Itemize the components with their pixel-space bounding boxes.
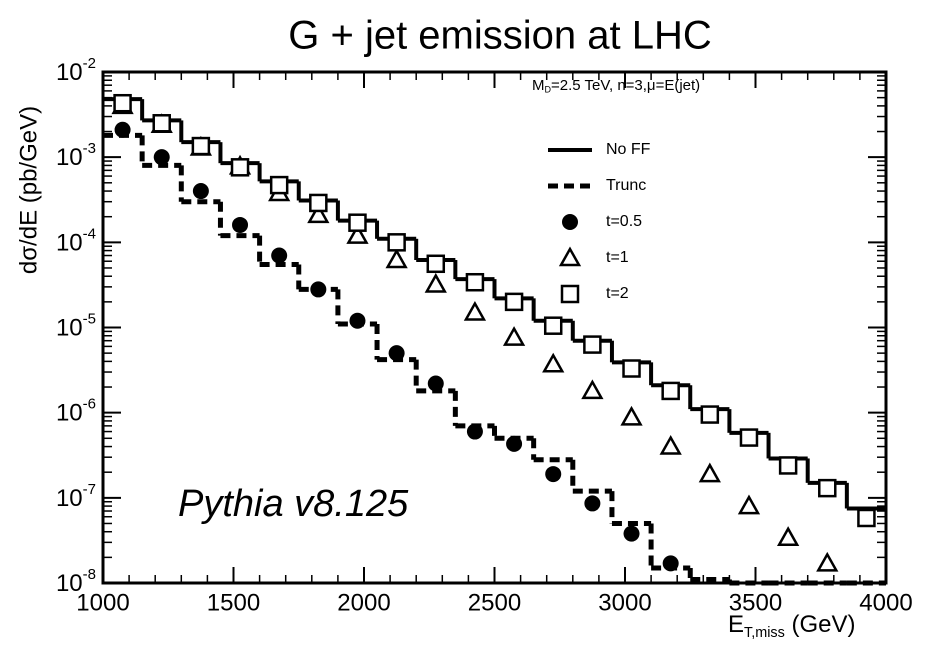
x-axis-label: ET,miss (GeV) — [728, 611, 855, 641]
x-tick-label: 2000 — [337, 589, 390, 616]
x-tick-label: 1000 — [76, 589, 129, 616]
y-tick-label: 10-4 — [56, 225, 96, 256]
x-tick-label: 3000 — [598, 589, 651, 616]
marker-circle — [192, 183, 209, 200]
marker-triangle — [502, 326, 526, 346]
marker-circle — [349, 312, 366, 329]
marker-square — [543, 316, 563, 335]
marker-square — [504, 292, 524, 312]
y-axis-label: dσ/dE (pb/GeV) — [15, 106, 42, 274]
legend-label: t=1 — [606, 249, 629, 266]
y-tick-base: 10 — [56, 145, 83, 172]
marker-square — [661, 381, 680, 401]
y-tick-label: 10-2 — [56, 55, 96, 86]
marker-circle — [584, 495, 601, 512]
marker-square — [152, 114, 171, 133]
x-axis-label-main: E — [728, 611, 744, 638]
legend-title: MD=2.5 TeV, n=3,μ=E(jet) — [532, 77, 700, 95]
legend-label: t=2 — [606, 285, 629, 302]
marker-circle — [232, 216, 249, 233]
y-tick-exp: -2 — [83, 55, 96, 72]
marker-triangle — [698, 462, 721, 483]
legend-title-sub: D — [545, 85, 552, 95]
marker-triangle — [620, 405, 643, 426]
marker-triangle — [542, 352, 565, 373]
marker-circle — [114, 121, 131, 138]
marker-square — [387, 233, 406, 252]
y-tick-exp: -8 — [83, 566, 96, 583]
y-tick-label: 10-6 — [56, 396, 96, 427]
legend-label: t=0.5 — [606, 213, 642, 230]
y-tick-exp: -3 — [83, 140, 96, 157]
y-tick-base: 10 — [56, 59, 83, 86]
marker-square — [622, 359, 641, 378]
marker-circle — [153, 149, 170, 166]
marker-triangle — [307, 203, 330, 224]
y-tick-exp: -4 — [83, 225, 96, 242]
x-tick-label: 4000 — [859, 589, 912, 616]
x-tick-label: 2500 — [468, 589, 521, 616]
marker-square — [113, 93, 132, 113]
marker-circle — [466, 423, 483, 440]
marker-square — [857, 508, 876, 528]
x-axis-label-rest: (GeV) — [785, 611, 856, 638]
marker-square — [818, 478, 837, 498]
marker-triangle — [385, 248, 408, 269]
marker-triangle — [776, 526, 800, 546]
y-tick-label: 10-8 — [56, 566, 96, 597]
y-tick-exp: -6 — [83, 396, 96, 413]
marker-triangle — [816, 551, 839, 572]
x-axis-label-sub: T,miss — [744, 625, 785, 641]
marker-circle — [310, 281, 327, 298]
marker-circle — [427, 375, 444, 392]
marker-circle — [623, 525, 640, 542]
y-tick-base: 10 — [56, 315, 83, 342]
marker-triangle — [581, 379, 604, 400]
marker-triangle — [737, 494, 761, 515]
y-tick-base: 10 — [56, 400, 83, 427]
chart-title: G + jet emission at LHC — [288, 14, 712, 58]
marker-square — [465, 272, 485, 292]
marker-square — [191, 136, 211, 156]
marker-square — [560, 284, 580, 304]
marker-square — [348, 213, 367, 232]
marker-square — [426, 254, 446, 274]
marker-circle — [506, 435, 523, 452]
legend-label: No FF — [606, 141, 651, 158]
x-tick-label: 3500 — [729, 589, 782, 616]
marker-triangle — [424, 272, 447, 293]
marker-triangle — [659, 435, 682, 455]
marker-square — [583, 335, 602, 354]
y-tick-base: 10 — [56, 230, 83, 257]
y-tick-base: 10 — [56, 485, 83, 512]
marker-square — [230, 158, 250, 177]
marker-square — [739, 428, 759, 447]
marker-triangle — [346, 224, 369, 244]
y-tick-label: 10-3 — [56, 140, 96, 171]
legend-title-main: M — [532, 77, 545, 94]
y-tick-exp: -5 — [83, 310, 96, 327]
marker-square — [778, 456, 798, 475]
annotation: Pythia v8.125 — [178, 483, 409, 525]
y-tick-label: 10-7 — [56, 481, 96, 512]
marker-square — [309, 193, 328, 213]
marker-square — [700, 405, 720, 424]
marker-triangle — [463, 300, 487, 321]
x-tick-label: 1500 — [207, 589, 260, 616]
marker-circle — [545, 466, 562, 483]
y-tick-label: 10-5 — [56, 310, 96, 341]
y-tick-base: 10 — [56, 570, 83, 597]
marker-circle — [662, 555, 679, 572]
marker-square — [269, 175, 289, 195]
y-tick-exp: -7 — [83, 481, 96, 498]
marker-circle — [562, 214, 578, 230]
marker-circle — [271, 247, 288, 264]
legend-label: Trunc — [606, 177, 646, 194]
marker-triangle — [558, 246, 582, 267]
marker-circle — [388, 345, 405, 362]
